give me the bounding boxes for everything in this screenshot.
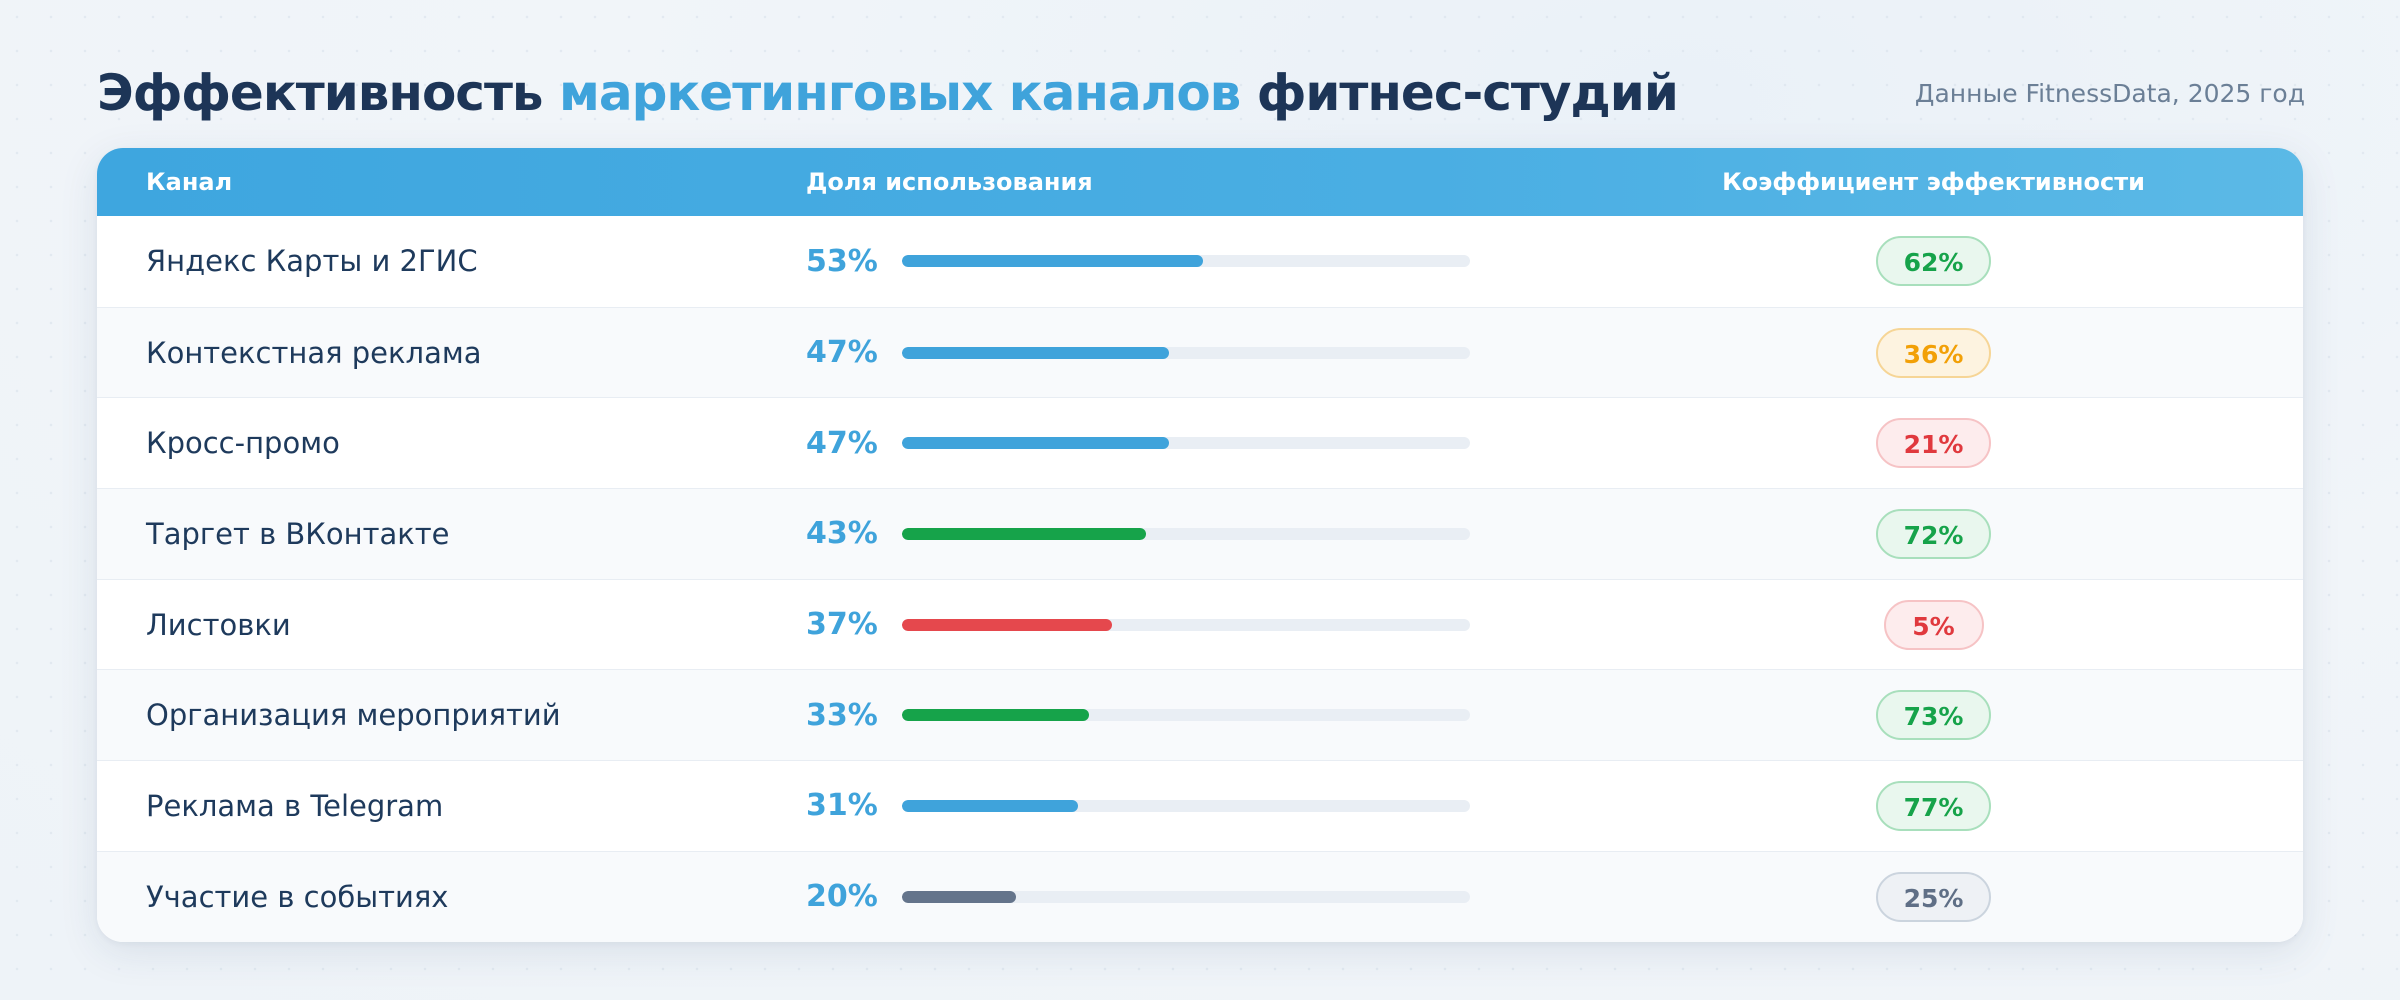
- channel-cell: Листовки: [97, 608, 806, 642]
- channel-cell: Контекстная реклама: [97, 336, 806, 370]
- share-bar-track: [902, 709, 1470, 722]
- efficiency-badge: 62%: [1875, 236, 1992, 287]
- channel-name: Таргет в ВКонтакте: [146, 516, 450, 551]
- table-row: Реклама в Telegram 31% 77%: [97, 760, 2303, 851]
- data-source-label: Данные FitnessData, 2025 год: [1914, 78, 2305, 108]
- share-cell: 43%: [806, 516, 1656, 551]
- share-value: 43%: [806, 516, 878, 552]
- share-value: 33%: [806, 697, 878, 733]
- title-accent: маркетинговых каналов: [558, 64, 1241, 122]
- share-cell: 47%: [806, 426, 1656, 461]
- share-cell: 31%: [806, 788, 1656, 823]
- channel-name: Кросс-промо: [146, 426, 340, 461]
- share-bar: [902, 799, 1079, 812]
- share-bar: [902, 890, 1016, 903]
- channel-name: Контекстная реклама: [146, 335, 482, 370]
- title-part-1: Эффективность: [97, 64, 559, 122]
- efficiency-cell: 62%: [1656, 236, 2303, 287]
- share-cell: 53%: [806, 244, 1656, 279]
- channel-name: Участие в событиях: [146, 879, 449, 914]
- channel-name: Организация мероприятий: [146, 698, 561, 733]
- efficiency-badge: 77%: [1875, 780, 1992, 831]
- table-row: Таргет в ВКонтакте 43% 72%: [97, 488, 2303, 579]
- efficiency-cell: 72%: [1656, 508, 2303, 559]
- efficiency-badge: 36%: [1875, 327, 1992, 378]
- channel-cell: Яндекс Карты и 2ГИС: [97, 244, 806, 278]
- efficiency-cell: 25%: [1656, 871, 2303, 922]
- page-header: Эффективность маркетинговых каналов фитн…: [97, 58, 2305, 128]
- share-bar-track: [902, 437, 1470, 450]
- share-bar: [902, 709, 1090, 722]
- share-bar-track: [902, 346, 1470, 359]
- efficiency-cell: 5%: [1656, 599, 2303, 650]
- share-cell: 33%: [806, 698, 1656, 733]
- column-header-efficiency: Коэффициент эффективности: [1722, 168, 2145, 196]
- share-cell: 37%: [806, 607, 1656, 642]
- channel-name: Реклама в Telegram: [146, 788, 444, 823]
- share-bar-track: [902, 618, 1470, 631]
- efficiency-cell: 77%: [1656, 780, 2303, 831]
- efficiency-badge: 21%: [1875, 418, 1992, 469]
- share-bar: [902, 346, 1169, 359]
- efficiency-cell: 21%: [1656, 418, 2303, 469]
- efficiency-cell: 73%: [1656, 690, 2303, 741]
- channel-cell: Участие в событиях: [97, 880, 806, 914]
- efficiency-badge: 5%: [1883, 599, 1984, 650]
- share-bar: [902, 618, 1113, 631]
- share-value: 47%: [806, 425, 878, 461]
- share-bar: [902, 527, 1147, 540]
- table-row: Кросс-промо 47% 21%: [97, 397, 2303, 488]
- table-row: Листовки 37% 5%: [97, 578, 2303, 670]
- channel-cell: Кросс-промо: [97, 426, 806, 460]
- share-bar-track: [902, 255, 1470, 268]
- share-cell: 20%: [806, 879, 1656, 914]
- share-value: 31%: [806, 788, 878, 824]
- efficiency-cell: 36%: [1656, 327, 2303, 378]
- share-value: 20%: [806, 879, 878, 915]
- table-row: Яндекс Карты и 2ГИС 53% 62%: [97, 216, 2303, 307]
- table-header: Канал Доля использования Коэффициент эфф…: [97, 148, 2303, 216]
- channels-table: Канал Доля использования Коэффициент эфф…: [97, 148, 2303, 942]
- column-header-share: Доля использования: [806, 168, 1093, 196]
- column-header-channel: Канал: [146, 168, 233, 196]
- channel-cell: Организация мероприятий: [97, 698, 806, 732]
- channel-name: Яндекс Карты и 2ГИС: [146, 244, 478, 279]
- share-cell: 47%: [806, 335, 1656, 370]
- efficiency-badge: 25%: [1875, 871, 1992, 922]
- share-bar-track: [902, 799, 1470, 812]
- page-title: Эффективность маркетинговых каналов фитн…: [97, 64, 1679, 122]
- share-value: 53%: [806, 243, 878, 279]
- share-bar-track: [902, 527, 1470, 540]
- efficiency-badge: 73%: [1875, 690, 1992, 741]
- table-body: Яндекс Карты и 2ГИС 53% 62% Контекстная рек…: [97, 216, 2303, 942]
- share-bar: [902, 437, 1169, 450]
- channel-cell: Реклама в Telegram: [97, 789, 806, 823]
- table-row: Участие в событиях 20% 25%: [97, 850, 2303, 942]
- share-bar: [902, 255, 1204, 268]
- efficiency-badge: 72%: [1875, 508, 1992, 559]
- title-part-2: фитнес-студий: [1240, 64, 1679, 122]
- share-value: 37%: [806, 607, 878, 643]
- channel-cell: Таргет в ВКонтакте: [97, 517, 806, 551]
- share-bar-track: [902, 890, 1470, 903]
- share-value: 47%: [806, 335, 878, 371]
- table-row: Организация мероприятий 33% 73%: [97, 669, 2303, 761]
- table-row: Контекстная реклама 47% 36%: [97, 306, 2303, 398]
- channel-name: Листовки: [146, 607, 291, 642]
